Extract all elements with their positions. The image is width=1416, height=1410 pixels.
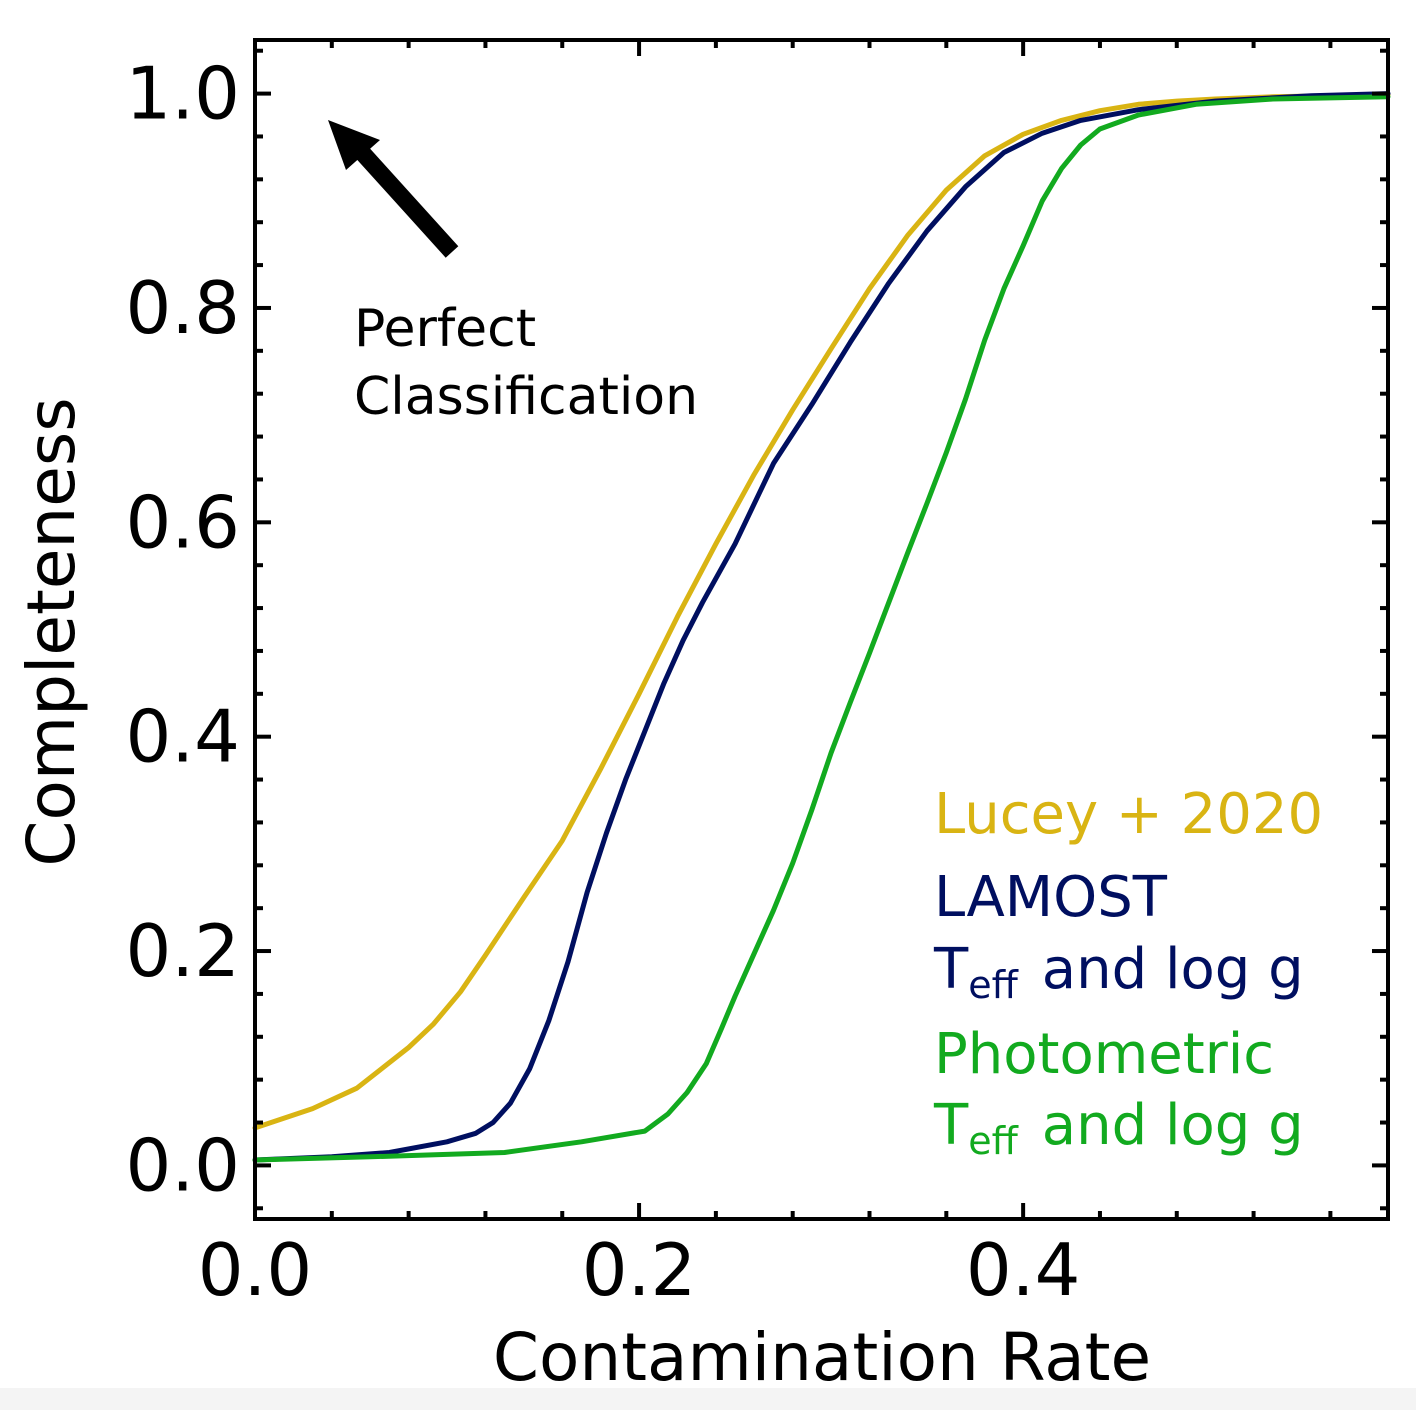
y-tick-label: 0.8 — [125, 266, 240, 350]
x-tick-label: 0.0 — [198, 1228, 313, 1312]
legend-phot-line1: Photometric — [934, 1022, 1274, 1087]
x-axis-label: Contamination Rate — [493, 1319, 1151, 1396]
y-tick-label: 0.2 — [125, 909, 240, 993]
x-tick-label: 0.4 — [966, 1228, 1081, 1312]
series-line-2 — [252, 94, 1391, 1163]
y-tick-label: 0.6 — [125, 480, 240, 564]
tick-layer: 0.0 0.2 0.4 0.0 0.2 0.4 0.6 0.8 1.0 — [125, 40, 1388, 1312]
series-layer — [252, 91, 1391, 1163]
plot-frame — [253, 38, 1390, 1221]
legend-phot-line2: Teff and log g — [933, 1093, 1304, 1163]
series-line-1 — [252, 91, 1391, 1163]
annotation-line-2: Classification — [354, 367, 698, 427]
y-axis-label: Completeness — [13, 397, 90, 866]
x-tick-label: 0.2 — [582, 1228, 697, 1312]
annotation-line-1: Perfect — [354, 299, 536, 359]
legend-lamost-line2: Teff and log g — [933, 937, 1304, 1007]
series-line-0 — [252, 92, 1391, 1131]
y-tick-label: 0.0 — [125, 1123, 240, 1207]
perfect-classification-annotation: Perfect Classification — [328, 120, 698, 427]
legend-lucey: Lucey + 2020 — [934, 782, 1323, 847]
legend-lamost-line1: LAMOST — [934, 865, 1168, 930]
bottom-band — [0, 1388, 1416, 1410]
y-tick-label: 1.0 — [125, 52, 240, 136]
arrow-up-left-icon — [328, 120, 459, 258]
legend: Lucey + 2020 LAMOST Teff and log g Photom… — [933, 782, 1323, 1163]
y-tick-label: 0.4 — [125, 695, 240, 779]
